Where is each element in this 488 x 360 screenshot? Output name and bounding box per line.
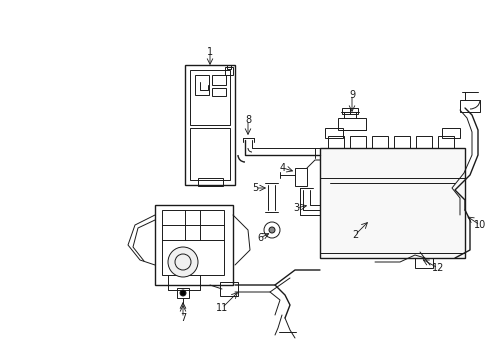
Bar bbox=[393, 136, 409, 148]
Bar bbox=[226, 65, 230, 69]
Text: 1: 1 bbox=[206, 47, 213, 57]
Circle shape bbox=[180, 290, 185, 296]
Bar bbox=[190, 70, 229, 125]
Text: 7: 7 bbox=[180, 313, 186, 323]
Text: 12: 12 bbox=[431, 263, 443, 273]
Circle shape bbox=[268, 227, 274, 233]
Bar bbox=[415, 136, 431, 148]
Bar bbox=[437, 136, 453, 148]
Bar bbox=[349, 108, 357, 114]
Bar bbox=[224, 67, 232, 75]
Text: 11: 11 bbox=[215, 303, 228, 313]
Bar bbox=[195, 75, 208, 95]
Text: 8: 8 bbox=[244, 115, 250, 125]
Text: 4: 4 bbox=[279, 163, 285, 173]
Bar bbox=[327, 136, 343, 148]
Bar bbox=[319, 148, 464, 258]
Bar bbox=[177, 288, 189, 298]
Bar bbox=[441, 128, 459, 138]
Bar bbox=[349, 136, 365, 148]
Bar bbox=[414, 258, 432, 268]
Circle shape bbox=[168, 247, 198, 277]
Bar bbox=[294, 168, 306, 186]
Text: 3: 3 bbox=[292, 203, 299, 213]
Text: 2: 2 bbox=[351, 230, 357, 240]
Bar bbox=[341, 108, 349, 114]
Text: 5: 5 bbox=[251, 183, 258, 193]
Bar bbox=[190, 128, 229, 180]
Bar bbox=[220, 282, 238, 296]
Bar bbox=[459, 100, 479, 112]
Bar bbox=[371, 136, 387, 148]
Bar bbox=[155, 205, 232, 285]
Bar bbox=[198, 178, 223, 186]
Bar bbox=[184, 65, 235, 185]
Text: 6: 6 bbox=[256, 233, 263, 243]
Bar bbox=[212, 75, 225, 85]
Bar bbox=[162, 210, 224, 275]
Text: 10: 10 bbox=[473, 220, 485, 230]
Bar bbox=[325, 128, 342, 138]
Text: 9: 9 bbox=[348, 90, 354, 100]
Bar bbox=[212, 88, 225, 96]
Bar bbox=[337, 118, 365, 130]
